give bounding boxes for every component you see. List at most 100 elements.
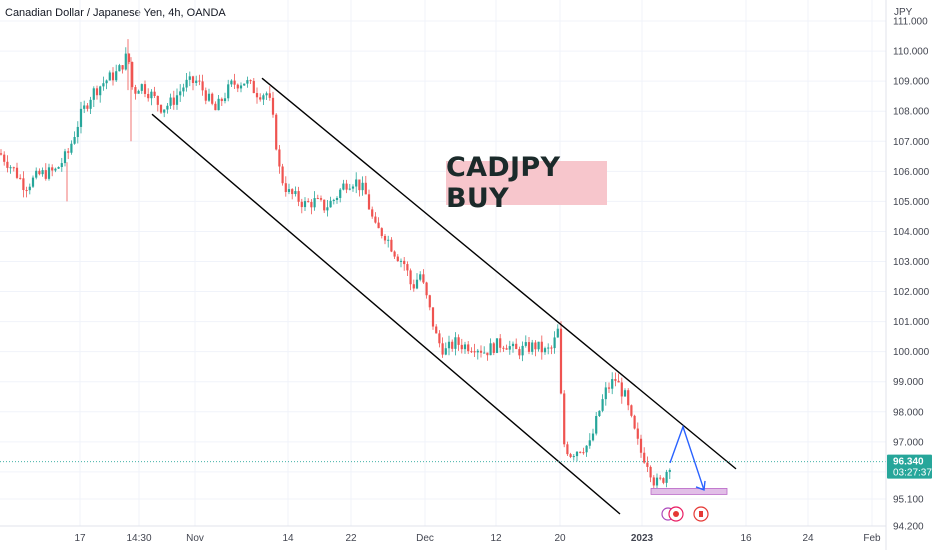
candle: [111, 67, 115, 86]
candle: [495, 338, 499, 354]
candle: [367, 189, 371, 210]
candle: [169, 93, 172, 109]
candle: [188, 71, 191, 87]
candle: [195, 75, 198, 86]
candle: [627, 388, 630, 411]
time-tick-label: 22: [345, 533, 357, 544]
candle: [175, 88, 179, 110]
candle: [63, 148, 67, 167]
candle: [207, 88, 211, 102]
time-tick-label: 14:30: [126, 533, 151, 544]
candle: [227, 79, 230, 102]
candle: [547, 343, 550, 355]
candle: [38, 168, 41, 176]
time-tick-label: 14: [282, 533, 294, 544]
time-tick-label: 17: [74, 533, 86, 544]
candle: [70, 140, 73, 155]
canada-flag-icon: [693, 506, 709, 522]
candle: [489, 338, 492, 356]
candle: [486, 352, 489, 361]
candle: [643, 447, 646, 464]
candle: [118, 63, 121, 72]
candle: [652, 475, 655, 489]
candle: [380, 227, 383, 239]
candle: [361, 176, 364, 196]
candle: [41, 167, 44, 177]
candle: [108, 70, 111, 81]
candle: [454, 332, 457, 356]
candle: [332, 198, 335, 205]
candle: [140, 83, 143, 94]
candle: [287, 183, 291, 195]
countdown-timer: 03:27:37: [893, 468, 932, 479]
price-tick-label: 111.000: [893, 17, 928, 28]
candle: [585, 445, 588, 457]
price-tick-label: 98.000: [893, 407, 924, 418]
candle: [556, 324, 559, 338]
candle: [271, 91, 275, 118]
candle: [201, 74, 204, 96]
candle: [220, 97, 223, 106]
candle: [374, 212, 377, 224]
candle: [499, 334, 502, 353]
currency-label: JPY: [894, 7, 913, 18]
candle: [636, 422, 639, 445]
candle: [598, 410, 601, 417]
candle: [0, 149, 3, 156]
candle: [25, 186, 28, 198]
candle: [579, 451, 582, 454]
projection-arrow: [669, 424, 706, 491]
candle: [582, 447, 585, 455]
grid-lines: [0, 0, 886, 527]
candle: [89, 96, 92, 114]
candle: [518, 346, 521, 360]
event-markers[interactable]: [661, 506, 709, 522]
candle: [211, 92, 214, 106]
candle: [559, 321, 563, 395]
candle: [550, 345, 553, 355]
candle: [300, 198, 303, 214]
candle: [534, 340, 537, 357]
price-tick-label: 108.000: [893, 107, 930, 118]
candle: [403, 256, 406, 271]
candle: [387, 235, 390, 248]
projection-path: [669, 424, 705, 491]
candle: [44, 163, 47, 181]
candle: [646, 456, 649, 472]
candle: [358, 179, 361, 197]
candle: [182, 83, 185, 97]
candle: [243, 83, 246, 86]
candle: [15, 162, 19, 180]
candle: [223, 92, 227, 104]
support-zone: [650, 488, 728, 495]
candle: [172, 90, 175, 110]
candle: [463, 341, 467, 354]
candle: [255, 87, 259, 104]
candle: [431, 307, 435, 330]
candle: [191, 75, 195, 91]
candle: [217, 94, 220, 111]
candlestick-series: [0, 39, 671, 490]
candle: [527, 337, 531, 355]
candle: [623, 388, 627, 397]
symbol-description: Canadian Dollar / Japanese Yen, 4h, OAND…: [5, 7, 226, 19]
candle: [249, 79, 252, 84]
candle: [492, 341, 495, 356]
price-tick-label: 105.000: [893, 197, 930, 208]
candle: [415, 273, 419, 290]
time-tick-label: 24: [802, 533, 814, 544]
candle: [204, 87, 207, 105]
candle: [524, 335, 527, 348]
candle: [3, 151, 6, 166]
candle: [303, 197, 307, 212]
time-tick-label: 12: [490, 533, 502, 544]
candle: [444, 342, 447, 356]
candle: [134, 84, 137, 100]
candle: [614, 372, 617, 387]
candle: [447, 335, 451, 356]
candle: [575, 451, 579, 462]
time-axis[interactable]: 17 14:30 Nov 14 22 Dec 12 20 2023 16 24 Feb: [0, 525, 886, 544]
